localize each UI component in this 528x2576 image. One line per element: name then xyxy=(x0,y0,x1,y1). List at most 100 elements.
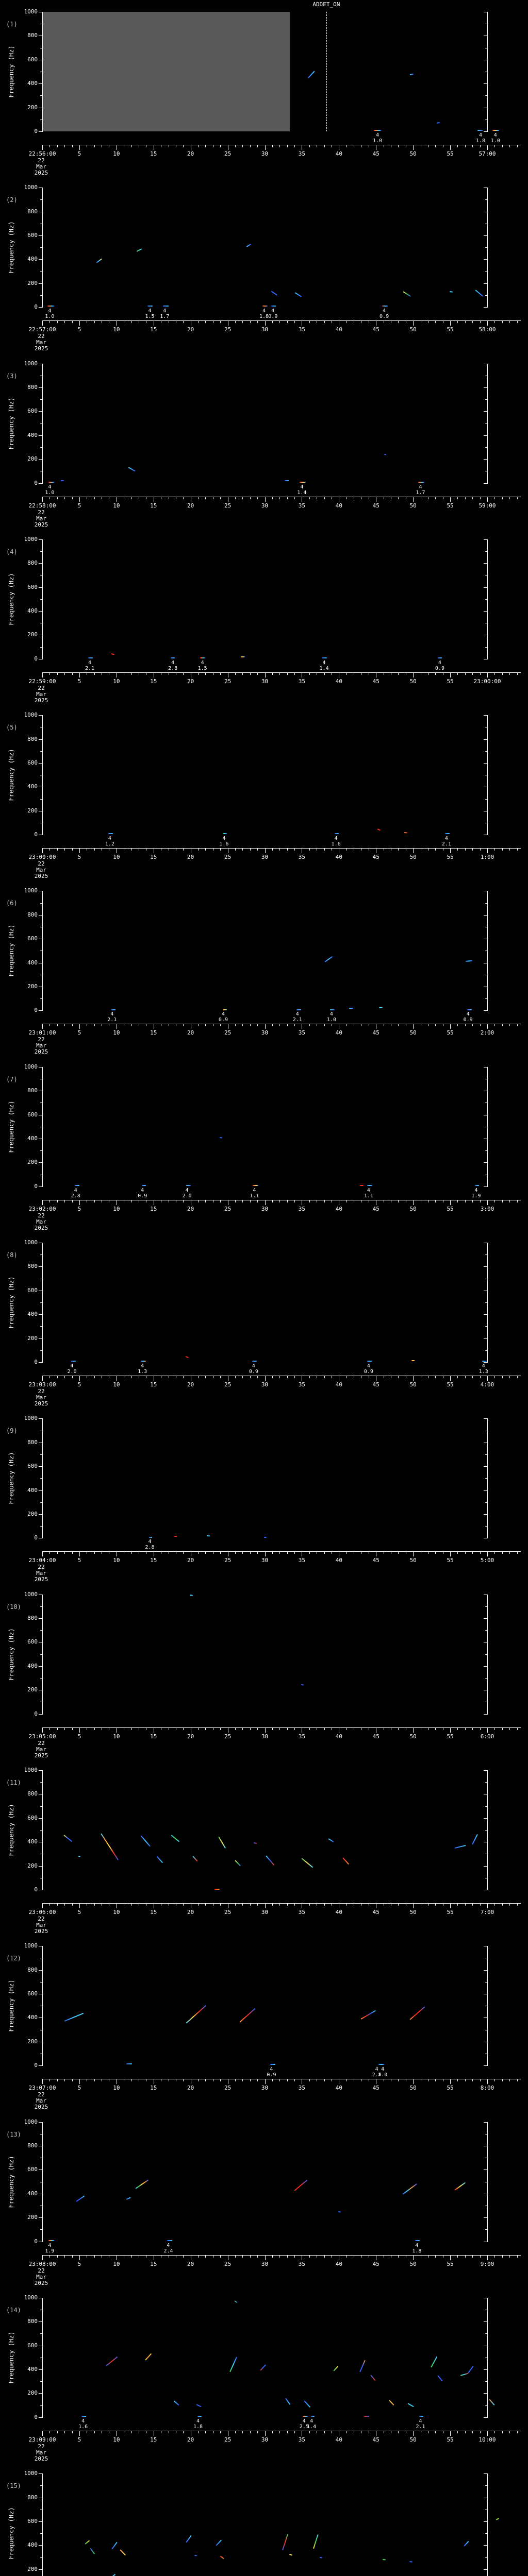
detection-mark xyxy=(328,1838,334,1843)
x-tick xyxy=(287,1903,288,1906)
x-tick-label: 10 xyxy=(113,854,120,861)
y-tick xyxy=(484,563,487,564)
y-tick-label: 1000 xyxy=(24,711,38,719)
detection-mark xyxy=(464,2541,469,2547)
y-tick xyxy=(40,1678,42,1679)
spectrogram-panel: 0 200 400 600 800 1000 Frequency (Hz) (9) 5 10 15 2… xyxy=(0,1406,528,1583)
y-tick xyxy=(485,199,487,200)
y-tick-label: 200 xyxy=(27,631,38,638)
x-tick xyxy=(502,1200,503,1202)
detection-mark xyxy=(260,2364,266,2371)
x-tick xyxy=(480,145,481,147)
x-tick-label: 45 xyxy=(372,2084,380,2092)
y-tick-label: 0 xyxy=(34,1182,38,1190)
date-label: Mar xyxy=(36,163,46,170)
detection-mark xyxy=(185,1356,189,1359)
frequency-axis-label: Frequency (Hz) xyxy=(8,749,15,801)
x-tick xyxy=(242,2079,243,2082)
x-tick-label: 35 xyxy=(298,2260,306,2267)
y-tick xyxy=(39,2545,42,2546)
detection-annotation: 4 1.7 xyxy=(416,484,425,496)
detection-annotation-count: 4 xyxy=(479,132,483,138)
y-tick xyxy=(40,1150,42,1151)
detection-mark xyxy=(140,1835,151,1848)
y-tick xyxy=(39,435,42,436)
x-tick-label: 15 xyxy=(150,2260,157,2267)
x-tick xyxy=(72,849,73,851)
date-label: 22 xyxy=(38,157,45,164)
x-tick xyxy=(294,849,295,851)
detection-mark xyxy=(466,960,473,962)
x-tick-label: 45 xyxy=(372,1908,380,1916)
x-tick xyxy=(279,2079,280,2082)
y-tick xyxy=(40,1478,42,1479)
x-tick xyxy=(517,1903,518,1906)
y-tick xyxy=(39,1010,42,1011)
x-tick xyxy=(220,145,221,147)
x-tick xyxy=(413,849,414,854)
x-tick xyxy=(465,2431,466,2433)
x-tick-label: 55 xyxy=(447,1205,454,1212)
x-tick xyxy=(198,1024,199,1027)
x-tick-label: 40 xyxy=(335,1557,342,1564)
x-tick xyxy=(183,849,184,851)
x-tick xyxy=(287,849,288,851)
x-tick-label: 10 xyxy=(113,1908,120,1916)
y-tick xyxy=(484,2473,487,2475)
x-tick xyxy=(480,1200,481,1202)
detection-annotation-count: 4 xyxy=(221,1011,225,1018)
date-label: 2025 xyxy=(34,2455,48,2462)
y-axis-left xyxy=(42,2297,43,2418)
y-tick xyxy=(39,459,42,460)
date-label: 22 xyxy=(38,684,45,691)
x-tick xyxy=(94,1903,95,1906)
detection-mark xyxy=(330,1009,335,1010)
detection-annotation: 4 1.9 xyxy=(45,2243,54,2254)
x-tick-label: 15 xyxy=(150,1557,157,1564)
x-tick xyxy=(205,849,206,851)
x-tick xyxy=(205,321,206,324)
y-tick-label: 800 xyxy=(27,1087,38,1094)
y-axis-right xyxy=(487,1418,488,1539)
y-axis-left xyxy=(42,363,43,484)
x-tick-label: 45 xyxy=(372,677,380,685)
x-tick xyxy=(287,2079,288,2082)
x-tick xyxy=(465,849,466,851)
y-tick-label: 1000 xyxy=(24,1766,38,1773)
x-tick xyxy=(94,1024,95,1027)
panel-index-label: (8) xyxy=(6,1251,18,1259)
spectrogram-panel: 0 200 400 600 800 1000 Frequency (Hz) (8) 5 10 15 2… xyxy=(0,1231,528,1407)
y-axis-right xyxy=(487,2473,488,2576)
y-axis-right xyxy=(487,1946,488,2066)
x-tick xyxy=(205,672,206,675)
detection-annotation-value: 2.8 xyxy=(71,1193,80,1199)
x-tick xyxy=(450,1903,451,1908)
x-tick-label: 55 xyxy=(447,1908,454,1916)
x-tick xyxy=(450,672,451,677)
x-tick xyxy=(205,145,206,147)
y-tick xyxy=(39,1314,42,1315)
x-tick xyxy=(450,1376,451,1381)
x-tick xyxy=(465,321,466,324)
x-tick xyxy=(472,672,473,675)
x-tick xyxy=(198,1552,199,1554)
x-tick xyxy=(257,2079,258,2082)
detection-mark xyxy=(141,1361,146,1362)
y-tick xyxy=(484,283,487,284)
x-tick-label: 15 xyxy=(150,502,157,509)
detection-mark xyxy=(271,290,278,296)
y-tick xyxy=(39,235,42,236)
y-tick-label: 1000 xyxy=(24,184,38,191)
detection-annotation-value: 1.6 xyxy=(331,841,341,848)
y-tick xyxy=(39,1418,42,1419)
y-tick-label: 200 xyxy=(27,104,38,111)
y-tick xyxy=(485,1350,487,1351)
date-label: 22 xyxy=(38,1388,45,1395)
x-tick xyxy=(131,145,132,147)
y-tick-label: 1000 xyxy=(24,1239,38,1246)
x-tick-label: 25 xyxy=(224,502,232,509)
x-tick xyxy=(509,1376,510,1379)
x-tick xyxy=(472,2431,473,2433)
x-tick xyxy=(294,1376,295,1379)
x-tick xyxy=(79,145,80,150)
